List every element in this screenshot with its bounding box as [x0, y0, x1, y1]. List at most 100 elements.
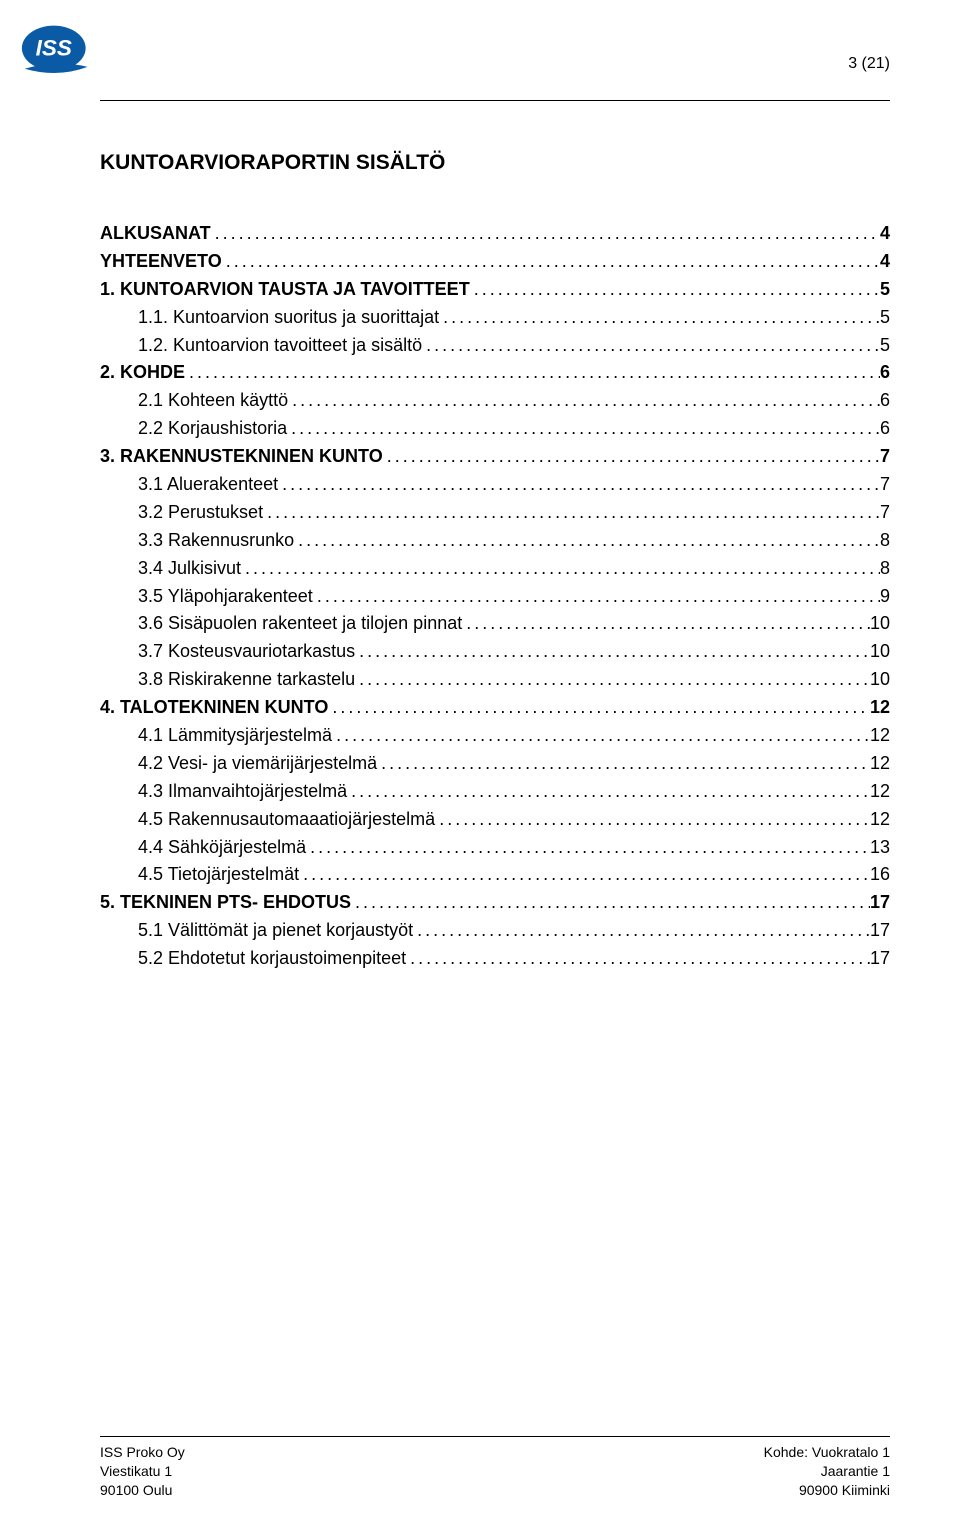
toc-dots — [470, 276, 880, 304]
toc-dots — [439, 304, 880, 332]
toc-label: 3.5 Yläpohjarakenteet — [100, 583, 313, 611]
toc-dots — [306, 834, 870, 862]
toc-label: 4.1 Lämmitysjärjestelmä — [100, 722, 332, 750]
toc-row: ALKUSANAT 4 — [100, 220, 890, 248]
toc-dots — [413, 917, 870, 945]
toc-label: 2.1 Kohteen käyttö — [100, 387, 288, 415]
footer-left-3: 90100 Oulu — [100, 1481, 172, 1500]
toc-row: 4.2 Vesi- ja viemärijärjestelmä 12 — [100, 750, 890, 778]
toc-label: 5. TEKNINEN PTS- EHDOTUS — [100, 889, 351, 917]
footer-rule — [100, 1436, 890, 1437]
toc-dots — [222, 248, 880, 276]
toc-dots — [287, 415, 880, 443]
company-logo: ISS — [20, 20, 95, 95]
toc-dots — [355, 666, 870, 694]
toc-label: 2.2 Korjaushistoria — [100, 415, 287, 443]
toc-dots — [347, 778, 870, 806]
toc-dots — [332, 722, 870, 750]
toc-row: 1.2. Kuntoarvion tavoitteet ja sisältö5 — [100, 332, 890, 360]
toc-row: 4.5 Tietojärjestelmät 16 — [100, 861, 890, 889]
toc-dots — [435, 806, 870, 834]
footer-left-2: Viestikatu 1 — [100, 1462, 172, 1481]
toc-label: 4.5 Tietojärjestelmät — [100, 861, 299, 889]
footer-left-1: ISS Proko Oy — [100, 1443, 185, 1462]
toc-label: 3. RAKENNUSTEKNINEN KUNTO — [100, 443, 383, 471]
toc-dots — [263, 499, 880, 527]
table-of-contents: ALKUSANAT 4YHTEENVETO41. KUNTOARVION TAUS… — [100, 220, 890, 973]
toc-row: 3.6 Sisäpuolen rakenteet ja tilojen pinn… — [100, 610, 890, 638]
toc-dots — [383, 443, 880, 471]
toc-page: 7 — [880, 443, 890, 471]
toc-dots — [313, 583, 880, 611]
toc-dots — [185, 359, 880, 387]
toc-page: 5 — [880, 304, 890, 332]
toc-dots — [351, 889, 870, 917]
toc-label: 3.3 Rakennusrunko — [100, 527, 294, 555]
toc-row: YHTEENVETO4 — [100, 248, 890, 276]
toc-row: 2. KOHDE6 — [100, 359, 890, 387]
page-footer: ISS Proko Oy Kohde: Vuokratalo 1 Viestik… — [0, 1436, 960, 1500]
toc-label: 1. KUNTOARVION TAUSTA JA TAVOITTEET — [100, 276, 470, 304]
toc-row: 3.3 Rakennusrunko 8 — [100, 527, 890, 555]
toc-label: YHTEENVETO — [100, 248, 222, 276]
toc-page: 8 — [880, 527, 890, 555]
toc-page: 7 — [880, 499, 890, 527]
toc-page: 16 — [870, 861, 890, 889]
toc-page: 6 — [880, 387, 890, 415]
toc-page: 12 — [870, 722, 890, 750]
toc-row: 4.5 Rakennusautomaaatiojärjestelmä 12 — [100, 806, 890, 834]
toc-page: 13 — [870, 834, 890, 862]
toc-page: 5 — [880, 332, 890, 360]
toc-page: 7 — [880, 471, 890, 499]
toc-page: 9 — [880, 583, 890, 611]
toc-row: 4.3 Ilmanvaihtojärjestelmä 12 — [100, 778, 890, 806]
toc-dots — [211, 220, 880, 248]
toc-label: 4.2 Vesi- ja viemärijärjestelmä — [100, 750, 377, 778]
toc-dots — [299, 861, 870, 889]
page-number: 3 (21) — [848, 55, 890, 73]
toc-label: 4.3 Ilmanvaihtojärjestelmä — [100, 778, 347, 806]
toc-dots — [294, 527, 880, 555]
toc-row: 3. RAKENNUSTEKNINEN KUNTO 7 — [100, 443, 890, 471]
toc-page: 4 — [880, 220, 890, 248]
toc-row: 3.1 Aluerakenteet7 — [100, 471, 890, 499]
toc-page: 12 — [870, 806, 890, 834]
toc-row: 3.8 Riskirakenne tarkastelu 10 — [100, 666, 890, 694]
toc-dots — [355, 638, 870, 666]
toc-row: 3.7 Kosteusvauriotarkastus10 — [100, 638, 890, 666]
toc-page: 6 — [880, 415, 890, 443]
toc-page: 17 — [870, 945, 890, 973]
toc-row: 3.2 Perustukset 7 — [100, 499, 890, 527]
toc-label: 3.4 Julkisivut — [100, 555, 241, 583]
toc-row: 1. KUNTOARVION TAUSTA JA TAVOITTEET 5 — [100, 276, 890, 304]
toc-row: 3.5 Yläpohjarakenteet 9 — [100, 583, 890, 611]
toc-label: 1.1. Kuntoarvion suoritus ja suorittajat — [100, 304, 439, 332]
toc-label: 3.2 Perustukset — [100, 499, 263, 527]
toc-label: 2. KOHDE — [100, 359, 185, 387]
footer-right-2: Jaarantie 1 — [821, 1462, 890, 1481]
toc-row: 2.2 Korjaushistoria 6 — [100, 415, 890, 443]
toc-dots — [328, 694, 870, 722]
toc-page: 10 — [870, 666, 890, 694]
toc-row: 5.1 Välittömät ja pienet korjaustyöt 17 — [100, 917, 890, 945]
toc-label: 3.6 Sisäpuolen rakenteet ja tilojen pinn… — [100, 610, 462, 638]
toc-label: 5.2 Ehdotetut korjaustoimenpiteet — [100, 945, 406, 973]
footer-right-3: 90900 Kiiminki — [799, 1481, 890, 1500]
toc-row: 1.1. Kuntoarvion suoritus ja suorittajat… — [100, 304, 890, 332]
footer-right-1: Kohde: Vuokratalo 1 — [764, 1443, 890, 1462]
toc-label: 5.1 Välittömät ja pienet korjaustyöt — [100, 917, 413, 945]
toc-label: 4.5 Rakennusautomaaatiojärjestelmä — [100, 806, 435, 834]
toc-label: 4. TALOTEKNINEN KUNTO — [100, 694, 328, 722]
toc-label: 4.4 Sähköjärjestelmä — [100, 834, 306, 862]
toc-label: ALKUSANAT — [100, 220, 211, 248]
toc-row: 3.4 Julkisivut8 — [100, 555, 890, 583]
toc-page: 5 — [880, 276, 890, 304]
toc-page: 12 — [870, 778, 890, 806]
toc-label: 3.8 Riskirakenne tarkastelu — [100, 666, 355, 694]
toc-page: 12 — [870, 750, 890, 778]
toc-row: 5.2 Ehdotetut korjaustoimenpiteet 17 — [100, 945, 890, 973]
toc-row: 2.1 Kohteen käyttö 6 — [100, 387, 890, 415]
toc-row: 5. TEKNINEN PTS- EHDOTUS17 — [100, 889, 890, 917]
toc-page: 17 — [870, 917, 890, 945]
toc-row: 4. TALOTEKNINEN KUNTO12 — [100, 694, 890, 722]
